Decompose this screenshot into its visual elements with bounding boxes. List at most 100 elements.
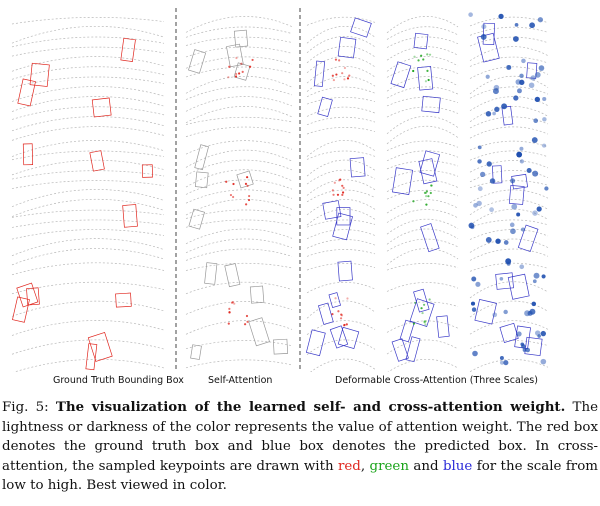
- scan-arc: [306, 106, 376, 117]
- scan-arc: [386, 238, 459, 252]
- attention-keypoint: [519, 73, 524, 79]
- scan-arc: [386, 46, 459, 61]
- attention-keypoint: [540, 358, 547, 365]
- attention-keypoint: [422, 58, 425, 61]
- scan-arc: [469, 262, 549, 272]
- bounding-box: [336, 207, 351, 226]
- attention-keypoint: [503, 240, 509, 245]
- bounding-box: [337, 326, 360, 350]
- attention-keypoint: [503, 309, 508, 315]
- attention-keypoint: [536, 206, 542, 212]
- attention-keypoint: [521, 344, 526, 349]
- scan-arc: [386, 209, 459, 223]
- scan-arc: [469, 75, 549, 95]
- bounding-box: [399, 319, 415, 343]
- scan-arc: [185, 116, 293, 125]
- attention-keypoint: [348, 74, 351, 77]
- bounding-box: [492, 165, 503, 184]
- scan-arc: [306, 96, 376, 105]
- scan-arc: [306, 189, 376, 203]
- scan-arc: [11, 320, 165, 336]
- attention-keypoint: [514, 22, 519, 27]
- attention-keypoint: [228, 307, 231, 310]
- attention-keypoint: [529, 308, 536, 315]
- bounding-box: [188, 208, 205, 230]
- bounding-box: [305, 329, 326, 357]
- attention-keypoint: [542, 96, 547, 102]
- scan-arc: [185, 96, 293, 112]
- scan-arc: [11, 126, 165, 141]
- scan-arc: [386, 262, 459, 271]
- attention-keypoint: [531, 137, 538, 143]
- attention-keypoint: [468, 12, 473, 17]
- bounding-box: [204, 262, 218, 285]
- attention-keypoint: [334, 58, 338, 61]
- scan-arc: [185, 75, 293, 94]
- bounding-box: [329, 325, 349, 349]
- attention-keypoint: [335, 73, 338, 76]
- bounding-box: [26, 287, 40, 306]
- bounding-box: [233, 29, 249, 48]
- scan-arc: [469, 86, 549, 99]
- scan-arc: [469, 219, 549, 228]
- attention-keypoint: [247, 198, 251, 202]
- scan-arc: [185, 86, 293, 100]
- scan-arc: [11, 300, 165, 317]
- scan-arc: [469, 170, 549, 183]
- scan-arc: [469, 248, 549, 261]
- scan-arc: [469, 359, 549, 372]
- bounding-box: [120, 37, 136, 62]
- attention-keypoint: [540, 330, 546, 337]
- bounding-box: [236, 170, 254, 189]
- bounding-box: [224, 263, 241, 288]
- bounding-box: [22, 143, 34, 166]
- scan-arc: [306, 169, 376, 185]
- attention-keypoint: [234, 75, 238, 78]
- bounding-box: [436, 315, 450, 338]
- attention-keypoint: [428, 298, 431, 301]
- scan-arc: [11, 36, 165, 48]
- scan-arc: [469, 46, 549, 62]
- attention-keypoint: [245, 314, 249, 318]
- attention-keypoint: [509, 222, 515, 228]
- blue-word: blue: [442, 458, 473, 474]
- bounding-box: [272, 338, 289, 355]
- scan-arc: [386, 125, 459, 145]
- attention-keypoint: [532, 210, 538, 216]
- attention-keypoint: [423, 320, 426, 323]
- bounding-box: [87, 332, 113, 362]
- attention-keypoint: [228, 65, 231, 68]
- attention-keypoint: [494, 106, 500, 112]
- scan-arc: [185, 359, 293, 369]
- attention-keypoint: [519, 159, 525, 164]
- figure-caption: Fig. 5: The visualization of the learned…: [2, 398, 598, 496]
- bounding-box: [12, 296, 30, 323]
- bounding-box: [337, 36, 357, 59]
- attention-keypoint: [510, 228, 516, 235]
- scan-arc: [11, 189, 165, 207]
- scan-arc: [386, 16, 459, 34]
- attention-keypoint: [481, 24, 487, 30]
- bounding-box: [188, 49, 207, 74]
- scan-arc: [469, 116, 549, 129]
- attention-keypoint: [485, 111, 492, 117]
- attention-keypoint: [345, 323, 348, 326]
- attention-keypoint: [228, 311, 231, 314]
- scan-arc: [11, 209, 165, 218]
- bounding-box: [85, 343, 98, 371]
- attention-keypoint: [516, 331, 522, 337]
- attention-keypoint: [533, 118, 539, 124]
- attention-keypoint: [331, 313, 334, 316]
- bounding-box: [194, 171, 209, 189]
- attention-keypoint: [423, 321, 426, 324]
- attention-keypoint: [423, 191, 427, 195]
- scan-arc: [185, 140, 293, 155]
- attention-keypoint: [521, 58, 526, 64]
- scan-arc: [11, 339, 165, 355]
- attention-keypoint: [485, 74, 490, 79]
- attention-keypoint: [425, 203, 428, 206]
- scan-arc: [386, 170, 459, 180]
- scan-arc: [386, 248, 459, 266]
- attention-keypoint: [331, 189, 334, 192]
- attention-keypoint: [336, 193, 340, 196]
